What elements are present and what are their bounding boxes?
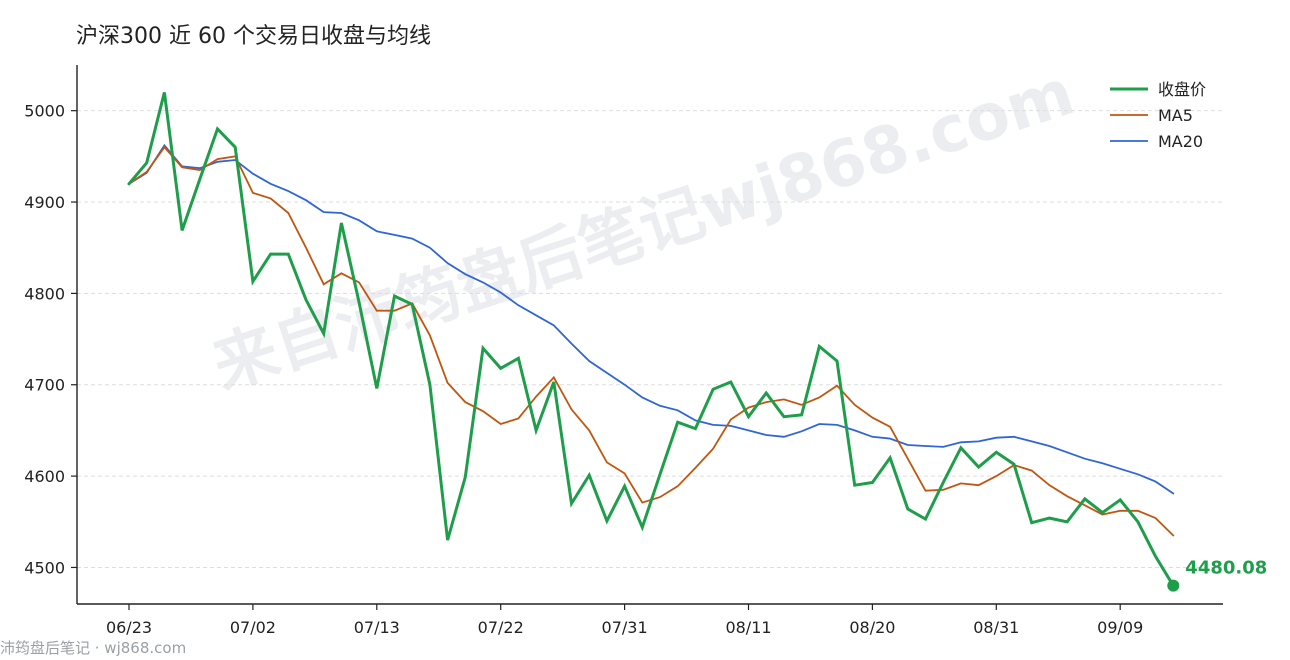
x-tick-label: 07/31 [602, 618, 648, 637]
axes [76, 65, 1223, 605]
y-tick-label: 4600 [24, 467, 65, 486]
y-tick-label: 4700 [24, 376, 65, 395]
grid [77, 110, 1223, 568]
chart-title: 沪深300 近 60 个交易日收盘与均线 [76, 24, 431, 49]
x-tick-label: 08/31 [973, 618, 1019, 637]
legend: 收盘价 MA5 MA20 [1110, 80, 1206, 151]
plot-area [127, 92, 1175, 588]
end-value-label: 4480.08 [1185, 558, 1267, 579]
series-line-close [127, 92, 1175, 588]
legend-label: MA20 [1158, 132, 1203, 151]
y-tick-label: 4500 [24, 558, 65, 577]
x-tick-label: 07/22 [478, 618, 524, 637]
watermark-footer: 沛筠盘后笔记 · wj868.com [0, 639, 187, 657]
x-tick-label: 07/13 [354, 618, 400, 637]
x-tick-label: 07/02 [230, 618, 276, 637]
y-tick-label: 4900 [24, 193, 65, 212]
x-tick-label: 08/11 [725, 618, 771, 637]
ticks: 4500 4600 4700 4800 4900 5000 06/23 07/02 07/13 0… [24, 102, 1143, 637]
series-line-ma20 [128, 143, 1175, 495]
x-tick-label: 06/23 [106, 618, 152, 637]
legend-label: MA5 [1158, 106, 1193, 125]
y-tick-label: 4800 [24, 284, 65, 303]
legend-label: 收盘价 [1158, 80, 1206, 99]
watermark-text: 来自沛筠盘后笔记wj868.com [204, 56, 1082, 404]
watermark: 来自沛筠盘后笔记wj868.com [204, 56, 1082, 404]
x-tick-label: 08/20 [849, 618, 895, 637]
x-tick-label: 09/09 [1097, 618, 1143, 637]
end-marker-group: 4480.08 [1167, 558, 1267, 592]
y-tick-label: 5000 [24, 102, 65, 121]
end-point-marker [1167, 579, 1180, 592]
